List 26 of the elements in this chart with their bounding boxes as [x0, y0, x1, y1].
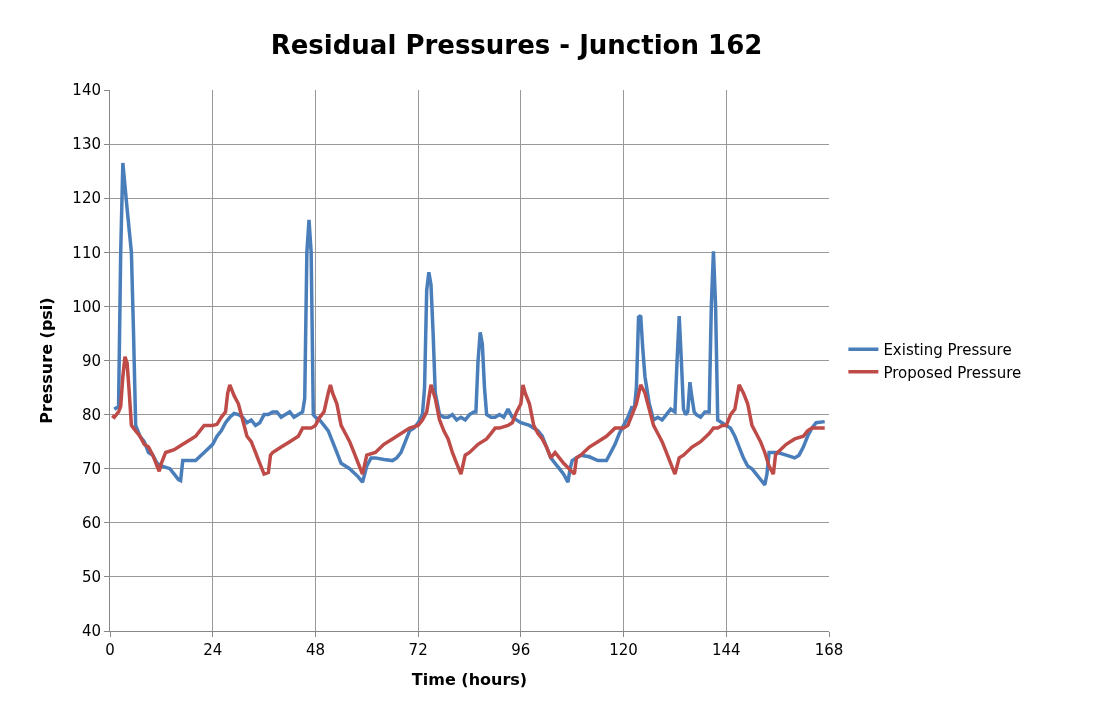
y-tick-label: 140 [72, 81, 101, 100]
y-tick-label: 50 [81, 568, 101, 587]
legend-label: Proposed Pressure [883, 363, 1022, 382]
line-series [112, 161, 827, 487]
line-series [110, 354, 827, 476]
x-tick-label: 144 [711, 641, 741, 659]
y-axis-title: Pressure (psi) [37, 297, 57, 424]
y-tick-label: 70 [81, 459, 101, 478]
x-tick-label: 48 [305, 641, 325, 659]
x-tick-label: 96 [511, 641, 531, 659]
x-axis-title: Time (hours) [411, 669, 528, 689]
y-tick-label: 40 [81, 622, 101, 641]
x-tick-label: 72 [408, 641, 428, 659]
y-tick-label: 100 [72, 297, 101, 316]
y-tick-label: 130 [72, 135, 101, 154]
x-tick-label: 0 [105, 641, 115, 659]
y-tick-label: 90 [81, 351, 101, 370]
y-tick-label: 110 [72, 243, 101, 262]
legend-label: Existing Pressure [883, 341, 1012, 360]
y-tick-label: 60 [81, 514, 101, 533]
y-tick-label: 80 [81, 405, 101, 424]
chart-title: Residual Pressures - Junction 162 [270, 30, 763, 61]
x-tick-label: 24 [203, 641, 223, 659]
y-tick-label: 120 [72, 189, 101, 208]
x-tick-label: 120 [609, 641, 638, 659]
x-tick-label: 168 [814, 641, 844, 659]
